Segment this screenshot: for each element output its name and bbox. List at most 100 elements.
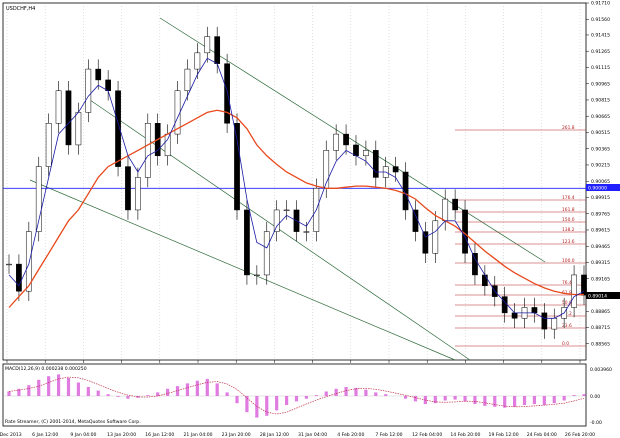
- candle-body: [392, 166, 399, 173]
- price-tick-label: 0.90515: [591, 130, 610, 136]
- candle-body: [135, 177, 141, 211]
- candle-body: [125, 166, 131, 211]
- candle-body: [75, 112, 82, 146]
- macd-bottom-label: -0.00: [590, 420, 602, 426]
- candle-body: [204, 36, 211, 54]
- candle-body: [541, 312, 548, 330]
- price-tick-label: 0.89165: [591, 276, 610, 282]
- current-price-label: 0.89014: [588, 294, 607, 300]
- price-tick-label: 0.89315: [591, 260, 610, 266]
- candle-body: [45, 123, 52, 167]
- time-tick-label: 13 Jan 20:00: [107, 432, 136, 438]
- fibo-level-label: 50.0: [562, 300, 572, 306]
- candle-body: [422, 231, 429, 254]
- candle-body: [184, 68, 191, 92]
- time-tick-label: 31 Dec 2013: [0, 432, 22, 438]
- candle-body: [6, 263, 12, 266]
- time-tick-label: 26 Feb 20:00: [565, 432, 595, 438]
- time-tick-label: 28 Jan 12:00: [260, 432, 289, 438]
- fibo-level-label: 61.8: [562, 290, 572, 296]
- time-tick-label: 4 Feb 20:00: [337, 432, 364, 438]
- hline-price-tag: [586, 184, 620, 191]
- candle-body: [333, 133, 340, 151]
- candle-body: [353, 144, 359, 157]
- price-tick-label: 0.91560: [591, 17, 610, 23]
- candle-body: [531, 307, 538, 314]
- price-tick-label: 0.90665: [591, 114, 610, 120]
- price-tick-label: 0.91115: [591, 65, 610, 71]
- macd-pane-frame: [2, 363, 587, 427]
- candle-body: [16, 263, 22, 292]
- candle-body: [452, 198, 458, 211]
- price-tick-label: 0.90815: [591, 98, 610, 104]
- candle-body: [432, 220, 439, 254]
- fibo-level-label: 100.0: [562, 258, 575, 264]
- regression-channel: [29, 17, 546, 361]
- time-tick-label: 19 Feb 12:00: [489, 432, 519, 438]
- candle-body: [164, 133, 171, 157]
- price-tick-label: 0.90365: [591, 146, 610, 152]
- candle-body: [85, 68, 92, 113]
- candle-body: [214, 36, 221, 64]
- macd-signal-line: [8, 376, 585, 415]
- candle-body: [412, 209, 419, 232]
- hline-price-label: 0.90000: [588, 186, 607, 192]
- current-price-tag: [586, 292, 620, 299]
- price-tick-label: 0.89465: [591, 244, 610, 250]
- candle-body: [115, 90, 121, 167]
- candle-body: [303, 231, 310, 233]
- time-tick-label: 31 Jan 04:00: [298, 432, 327, 438]
- fibo-level-label: 23.6: [562, 323, 572, 329]
- candle-body: [273, 209, 280, 232]
- price-tick-label: 0.88715: [591, 325, 610, 331]
- fibo-level-label: 123.6: [562, 239, 575, 245]
- footer-copyright: Rate Streamer, (C) 2001-2014, MetaQuotes…: [5, 419, 141, 425]
- candle-body: [571, 274, 577, 308]
- time-tick-label: 12 Feb 04:00: [412, 432, 442, 438]
- macd-label: MACD(12,26,9) 0.000238 0.000250: [5, 366, 87, 372]
- candle-body: [501, 296, 508, 314]
- candle-body: [35, 166, 42, 232]
- time-axis: 31 Dec 2013 6 Jan 12:00 9 Jan 04:00 13 Jan …: [0, 360, 595, 438]
- candle-body: [263, 231, 270, 276]
- candle-body: [511, 312, 518, 319]
- candle-body: [402, 171, 409, 211]
- fibo-level-label: 76.4: [562, 280, 572, 286]
- macd-zero-label: 0.00: [590, 394, 600, 400]
- price-tick-label: 0.91265: [591, 49, 610, 55]
- price-tick-label: 0.90065: [591, 179, 610, 185]
- fibo-level-label: 161.8: [562, 207, 575, 213]
- candle-body: [244, 209, 250, 276]
- time-tick-label: 7 Feb 12:00: [375, 432, 402, 438]
- candle-body: [372, 150, 379, 178]
- time-tick-label: 16 Jan 12:00: [145, 432, 174, 438]
- price-tick-label: 0.89765: [591, 211, 610, 217]
- price-tick-label: 0.88565: [591, 341, 610, 347]
- price-pane-frame: [2, 2, 587, 361]
- price-tick-label: 0.89915: [591, 195, 610, 201]
- candle-body: [472, 253, 478, 276]
- candle-body: [283, 209, 290, 211]
- candle-body: [363, 150, 369, 157]
- macd-top-label: 0.003960: [590, 367, 612, 373]
- channel-line: [89, 99, 471, 361]
- macd-histogram: [3, 374, 586, 418]
- candle-body: [442, 198, 449, 222]
- symbol-label: USDCHF,H4: [6, 6, 35, 12]
- candle-body: [95, 68, 102, 81]
- candle-body: [65, 90, 72, 146]
- price-tick-label: 0.90215: [591, 163, 610, 169]
- time-tick-label: 6 Jan 12:00: [32, 432, 58, 438]
- ma-fast-line: [8, 57, 585, 319]
- time-tick-label: 14 Feb 20:00: [450, 432, 480, 438]
- fibo-level-label: 150.0: [562, 217, 575, 223]
- fibo-level-label: 261.8: [562, 125, 575, 131]
- candle-body: [25, 231, 32, 292]
- fibo-level-label: 0.0: [562, 341, 569, 347]
- fibo-level-label: 138.2: [562, 227, 575, 233]
- candle-body: [482, 274, 488, 287]
- candle-body: [105, 79, 111, 92]
- candle-body: [253, 274, 260, 276]
